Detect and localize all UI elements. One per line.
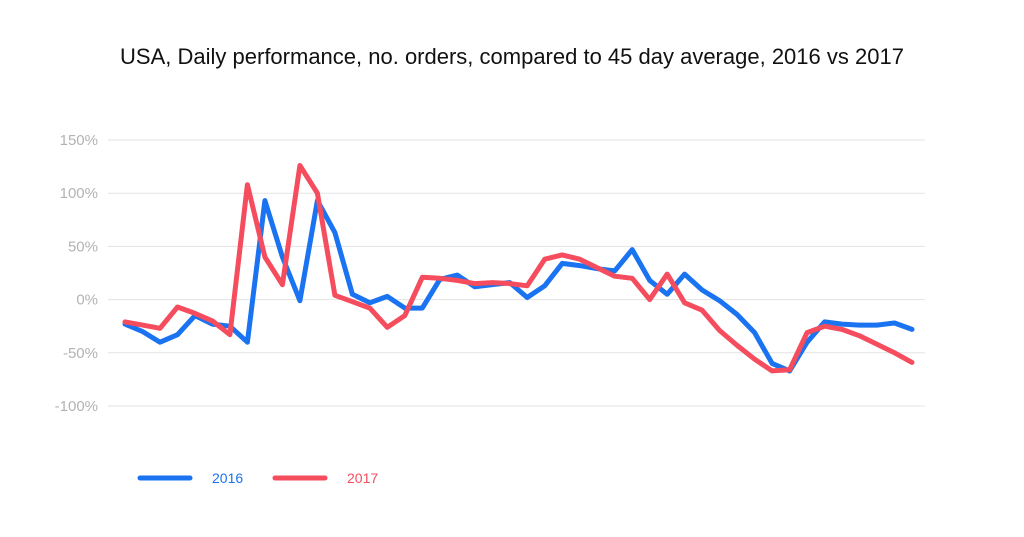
series-line-2016: [122, 198, 915, 374]
y-tick-label: -100%: [55, 398, 98, 415]
legend: 2016 2017: [137, 470, 378, 486]
y-tick-label: 100%: [60, 185, 98, 202]
legend-label-2017: 2017: [347, 470, 378, 486]
y-tick-label: 50%: [68, 238, 98, 255]
grid-lines: [108, 139, 925, 407]
series-lines: [122, 163, 915, 374]
y-tick-label: 150%: [60, 132, 98, 149]
series-line-2017: [122, 163, 915, 374]
y-tick-label: 0%: [76, 292, 98, 309]
chart-title: USA, Daily performance, no. orders, comp…: [120, 44, 904, 69]
y-axis-tick-labels: 150% 100% 50% 0% -50% -100%: [55, 132, 98, 415]
y-tick-label: -50%: [63, 345, 98, 362]
legend-label-2016: 2016: [212, 470, 243, 486]
